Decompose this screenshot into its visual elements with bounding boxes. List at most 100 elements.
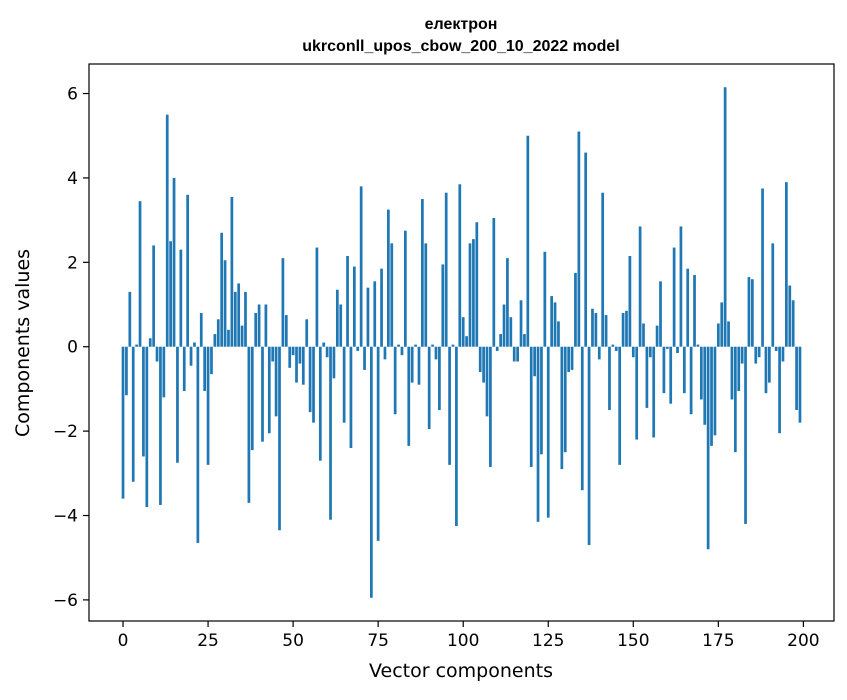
bar: [798, 346, 802, 423]
bar: [587, 346, 591, 546]
bar: [421, 199, 424, 347]
bar: [485, 346, 489, 417]
bar: [199, 312, 203, 347]
bar: [318, 346, 322, 461]
bar: [723, 87, 727, 347]
bar: [390, 243, 394, 347]
bar: [322, 342, 326, 347]
bars-group: [121, 87, 802, 598]
bar: [478, 346, 482, 373]
bar: [356, 346, 360, 351]
bar: [451, 344, 455, 347]
bar: [594, 312, 598, 347]
bar: [206, 346, 210, 465]
bar: [662, 346, 666, 394]
bar: [597, 346, 601, 360]
bar: [492, 218, 496, 347]
bar: [438, 346, 441, 411]
bar: [591, 308, 594, 347]
bar: [584, 152, 588, 347]
y-tick-label: 2: [67, 253, 78, 273]
bar: [363, 346, 366, 370]
bar: [461, 317, 465, 347]
bar: [720, 302, 724, 347]
bar: [475, 222, 479, 347]
bar: [145, 346, 149, 508]
bar: [288, 346, 292, 368]
bar: [172, 177, 176, 347]
bar: [332, 346, 336, 379]
bar: [737, 346, 741, 392]
bar: [468, 243, 472, 347]
bar: [335, 289, 339, 347]
bar: [693, 274, 696, 347]
bar: [601, 192, 605, 347]
bar: [189, 346, 193, 366]
bar: [465, 336, 468, 347]
bar: [710, 346, 713, 446]
bar: [618, 346, 622, 465]
bar: [148, 338, 152, 347]
bar: [563, 346, 567, 453]
bar: [550, 296, 554, 347]
bar: [747, 277, 751, 347]
bar: [373, 281, 377, 347]
bar: [567, 346, 571, 373]
bar: [193, 342, 196, 347]
bar: [557, 321, 560, 347]
bar: [305, 319, 309, 347]
x-tick-label: 100: [447, 631, 479, 651]
bar: [781, 346, 785, 362]
bar: [560, 346, 564, 470]
bar: [682, 346, 686, 394]
bar: [155, 346, 159, 362]
bar: [761, 188, 764, 347]
bar: [165, 114, 169, 347]
bar: [546, 346, 550, 518]
bar: [393, 346, 397, 415]
bar: [791, 300, 795, 347]
y-tick-label: 6: [67, 85, 78, 105]
bar: [655, 325, 659, 347]
bar: [223, 260, 227, 347]
bar: [125, 346, 128, 396]
bar: [308, 346, 312, 413]
bar: [785, 182, 788, 347]
bar: [237, 283, 241, 347]
bar: [414, 344, 417, 347]
bar: [404, 230, 407, 347]
bar: [645, 346, 649, 408]
bar: [689, 346, 693, 415]
x-tick-label: 75: [367, 631, 389, 651]
bar: [509, 317, 513, 347]
bar: [250, 346, 254, 451]
bar: [472, 239, 475, 347]
x-axis-ticks: 0 25 50 75 100 125 150 175 200: [118, 621, 820, 651]
bar: [169, 241, 172, 347]
bar: [533, 346, 536, 377]
bar: [227, 329, 230, 347]
bar: [706, 346, 710, 550]
bar: [359, 186, 363, 347]
bar: [788, 285, 792, 347]
bar: [352, 266, 356, 347]
bar: [696, 344, 700, 347]
bar: [159, 346, 162, 505]
y-tick-label: −2: [53, 422, 78, 442]
bar: [482, 346, 485, 383]
bar: [186, 194, 190, 347]
bar: [434, 346, 438, 360]
bar: [744, 346, 747, 524]
bar: [267, 346, 271, 434]
bar: [638, 226, 642, 347]
bar: [529, 346, 533, 467]
bar: [342, 346, 346, 423]
bar: [665, 346, 669, 349]
bar: [366, 287, 370, 347]
bar: [543, 251, 547, 347]
bar: [220, 232, 224, 347]
bar: [369, 346, 373, 598]
x-tick-label: 125: [532, 631, 564, 651]
bar: [281, 258, 285, 347]
bar: [669, 346, 673, 404]
